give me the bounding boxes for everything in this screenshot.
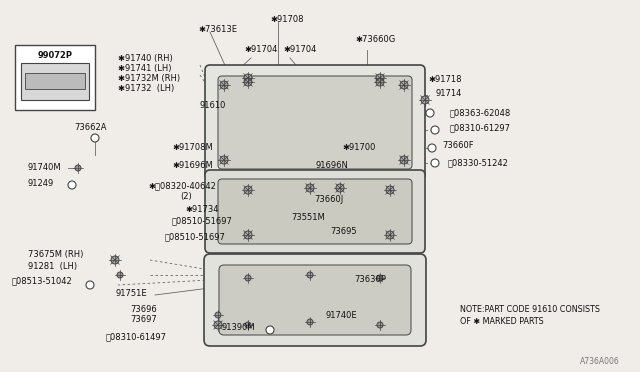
Circle shape [86,281,94,289]
Text: 73695: 73695 [330,227,356,235]
Circle shape [245,275,251,281]
Circle shape [431,159,439,167]
Text: 99072P: 99072P [38,51,72,60]
Text: Ⓝ08330-51242: Ⓝ08330-51242 [448,158,509,167]
Circle shape [376,78,384,86]
Text: ✱91734: ✱91734 [185,205,218,214]
Circle shape [75,165,81,171]
Circle shape [431,126,439,134]
Circle shape [421,96,429,104]
FancyBboxPatch shape [218,76,412,169]
Text: Ⓝ08310-61297: Ⓝ08310-61297 [450,124,511,132]
Text: ✱91732M (RH): ✱91732M (RH) [118,74,180,83]
Text: Ⓝ08363-62048: Ⓝ08363-62048 [450,109,511,118]
Text: (2): (2) [180,192,192,202]
Circle shape [117,272,123,278]
Circle shape [307,272,313,278]
Text: 73696: 73696 [130,305,157,314]
Text: Ⓝ08310-61497: Ⓝ08310-61497 [106,333,167,341]
Circle shape [91,134,99,142]
Text: 91714: 91714 [436,90,462,99]
Text: OF ✱ MARKED PARTS: OF ✱ MARKED PARTS [460,317,544,327]
Text: ✱91740 (RH): ✱91740 (RH) [118,54,173,62]
Text: 73630P: 73630P [354,276,386,285]
Text: 91390M: 91390M [222,324,255,333]
Circle shape [336,184,344,192]
Text: 91281  (LH): 91281 (LH) [28,263,77,272]
Text: 73675M (RH): 73675M (RH) [28,250,83,259]
Circle shape [244,186,252,194]
FancyBboxPatch shape [218,179,412,244]
Text: 73551M: 73551M [291,212,324,221]
Circle shape [307,319,313,325]
Bar [15,45,95,110]
Circle shape [214,321,222,329]
Circle shape [220,156,228,164]
Text: Ⓝ08510-51697: Ⓝ08510-51697 [172,217,233,225]
Circle shape [428,144,436,152]
Text: 73697: 73697 [130,315,157,324]
FancyBboxPatch shape [205,170,425,253]
Circle shape [245,322,251,328]
Text: 91740M: 91740M [28,163,61,171]
Text: ✱91700: ✱91700 [342,144,376,153]
Text: 91610: 91610 [200,102,227,110]
Circle shape [426,109,434,117]
Text: ✱73660G: ✱73660G [355,35,396,45]
Circle shape [306,184,314,192]
Text: ✱91704: ✱91704 [283,45,316,55]
Circle shape [244,74,252,82]
Text: 91249: 91249 [28,180,54,189]
Text: ✱91696M: ✱91696M [172,161,212,170]
Text: NOTE:PART CODE 91610 CONSISTS: NOTE:PART CODE 91610 CONSISTS [460,305,600,314]
Text: A736A006: A736A006 [580,357,620,366]
FancyBboxPatch shape [219,265,411,335]
Circle shape [386,186,394,194]
Bar [21,63,89,100]
Text: ✱Ⓝ08320-40642: ✱Ⓝ08320-40642 [148,182,216,190]
Circle shape [68,181,76,189]
Text: 91740E: 91740E [326,311,358,321]
Text: ✱91704: ✱91704 [244,45,277,55]
FancyBboxPatch shape [205,65,425,180]
Circle shape [400,156,408,164]
Circle shape [376,74,384,82]
Text: 73660J: 73660J [314,195,343,203]
Text: ✱91708: ✱91708 [270,16,303,25]
Bar [25,73,85,89]
Text: ✱73613E: ✱73613E [198,26,237,35]
Circle shape [244,231,252,239]
Text: Ⓝ08513-51042: Ⓝ08513-51042 [12,276,73,285]
Circle shape [400,81,408,89]
Circle shape [377,275,383,281]
Text: 91751E: 91751E [116,289,148,298]
Circle shape [215,312,221,318]
Circle shape [220,81,228,89]
FancyBboxPatch shape [204,254,426,346]
Circle shape [244,78,252,86]
Circle shape [386,231,394,239]
Text: ✱91708M: ✱91708M [172,144,212,153]
Text: ✱91741 (LH): ✱91741 (LH) [118,64,172,73]
Text: ✱91732  (LH): ✱91732 (LH) [118,84,174,93]
Circle shape [377,322,383,328]
Text: 73660F: 73660F [442,141,474,151]
Text: 73662A: 73662A [74,124,106,132]
Text: ✱91718: ✱91718 [428,74,461,83]
Circle shape [111,256,119,264]
Circle shape [266,326,274,334]
Text: 91696N: 91696N [316,161,349,170]
Text: Ⓝ08510-51697: Ⓝ08510-51697 [165,232,226,241]
